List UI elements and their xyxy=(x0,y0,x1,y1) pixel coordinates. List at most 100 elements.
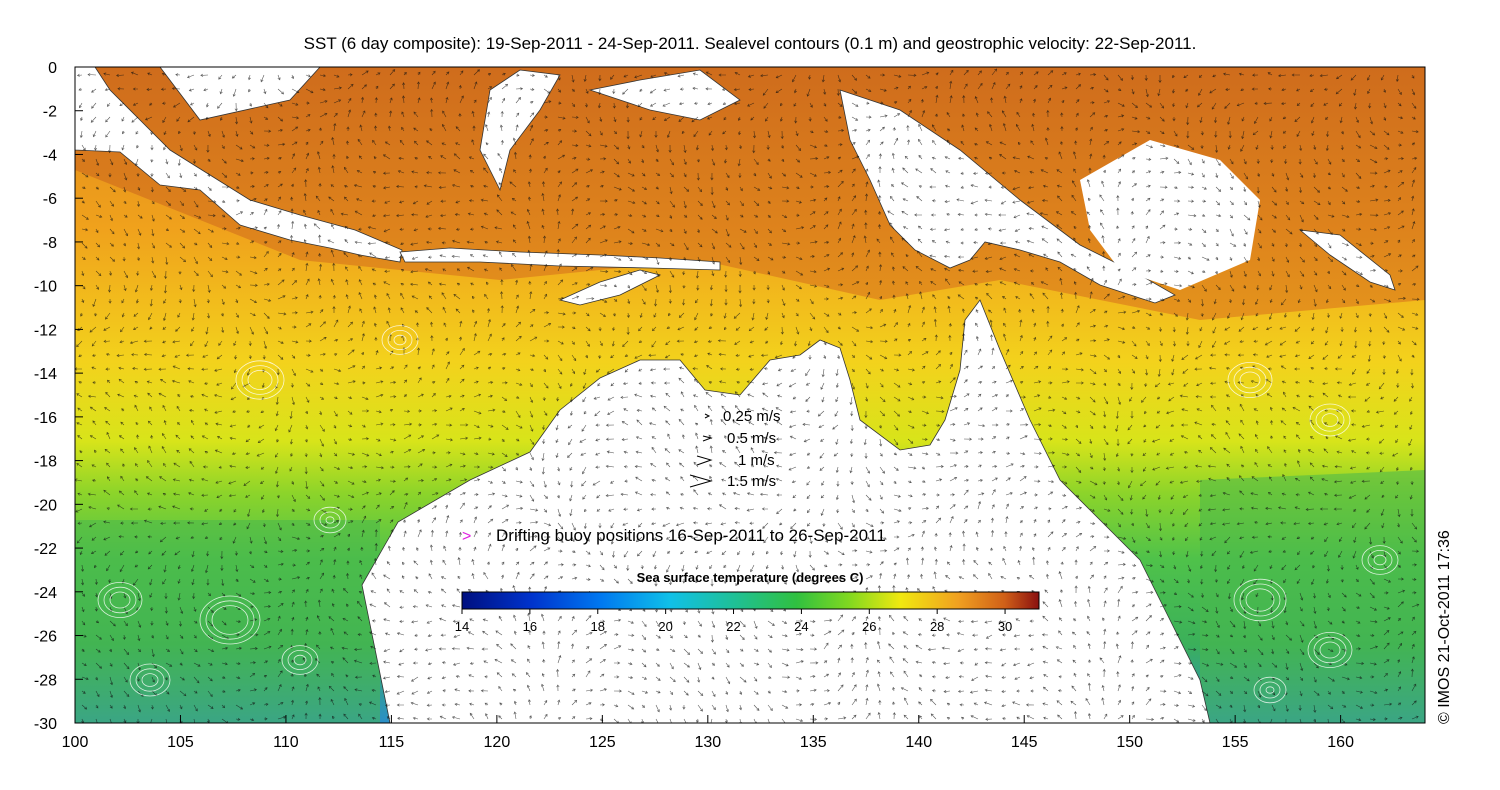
sealevel-contour xyxy=(313,506,347,534)
y-axis: 0 -2 -4 -6 -8 -10 -12 -14 -16 -18 -20 -22 -24 -26 -28 -… xyxy=(34,60,83,733)
velocity-legend-row: 0.5 m/s xyxy=(702,430,776,447)
y-tick-label: 0 xyxy=(48,60,57,77)
velocity-legend-row: 0.25 m/s xyxy=(704,408,781,425)
y-tick-label: -26 xyxy=(34,629,57,646)
sealevel-contour xyxy=(199,595,261,645)
sealevel-contour xyxy=(293,654,307,666)
sealevel-contour xyxy=(97,582,143,619)
sealevel-contour xyxy=(1319,641,1341,659)
colorbar-tick-label: 26 xyxy=(862,619,876,634)
sealevel-contour xyxy=(287,650,313,671)
y-tick-label: -18 xyxy=(34,454,57,471)
y-tick-label: -30 xyxy=(34,716,57,733)
colorbar-ticks: 14 16 18 20 22 24 26 28 30 xyxy=(455,609,1012,634)
sealevel-contour xyxy=(281,645,319,675)
sealevel-contour xyxy=(1239,583,1281,617)
sealevel-contour xyxy=(1233,578,1287,622)
velocity-label: 1 m/s xyxy=(738,452,775,469)
x-axis: 100 105 110 115 120 125 130 135 140 145 150 155 160 xyxy=(62,715,1354,751)
y-tick-label: -6 xyxy=(43,191,57,208)
timor-landmass xyxy=(558,269,662,306)
x-tick-label: 135 xyxy=(800,734,827,751)
y-tick-label: -14 xyxy=(34,366,57,383)
colorbar-title: Sea surface temperature (degrees C) xyxy=(637,570,864,585)
map-title: SST (6 day composite): 19-Sep-2011 - 24-… xyxy=(303,34,1197,53)
sealevel-contour xyxy=(1321,413,1339,427)
colorbar-tick-label: 14 xyxy=(455,619,469,634)
buoy-legend-label: Drifting buoy positions 16-Sep-2011 to 2… xyxy=(496,526,886,545)
x-tick-label: 145 xyxy=(1011,734,1038,751)
java-landmass xyxy=(399,247,721,271)
velocity-legend-row: 1 m/s xyxy=(696,452,775,469)
y-tick-label: -8 xyxy=(43,235,57,252)
velocity-label: 0.5 m/s xyxy=(727,430,776,447)
y-tick-label: -16 xyxy=(34,410,57,427)
sealevel-contour xyxy=(141,673,159,687)
velocity-label: 0.25 m/s xyxy=(723,408,781,425)
sealevel-contour xyxy=(1315,408,1345,432)
buoy-marker-icon: > xyxy=(462,528,471,545)
x-tick-label: 125 xyxy=(589,734,616,751)
y-tick-label: -24 xyxy=(34,585,57,602)
sealevel-contour xyxy=(393,334,407,346)
sealevel-contour xyxy=(1239,371,1261,389)
sealevel-contour xyxy=(319,511,341,529)
cloud-gap xyxy=(1080,140,1260,290)
colorbar-tick-label: 16 xyxy=(523,619,537,634)
sealevel-contour xyxy=(129,663,171,697)
sealevel-contour xyxy=(381,325,419,355)
x-tick-label: 150 xyxy=(1116,734,1143,751)
colorbar-tick-label: 28 xyxy=(930,619,944,634)
arrow-05-icon xyxy=(702,435,713,442)
sealevel-contour xyxy=(1233,366,1267,394)
x-tick-label: 100 xyxy=(62,734,89,751)
sealevel-contour xyxy=(241,365,279,395)
map-field xyxy=(75,67,1425,723)
sealevel-contour xyxy=(247,369,273,390)
sealevel-contour xyxy=(1307,632,1353,669)
sealevel-contour xyxy=(103,586,137,614)
copyright-stamp: © IMOS 21-Oct-2011 17:36 xyxy=(1436,530,1453,724)
sealevel-contour xyxy=(325,516,335,524)
sealevel-contour xyxy=(109,591,131,609)
y-tick-label: -10 xyxy=(34,279,57,296)
sealevel-contour xyxy=(1373,554,1387,566)
colorbar-tick-label: 18 xyxy=(591,619,605,634)
sealevel-contour xyxy=(1309,403,1351,437)
arrow-025-icon xyxy=(704,413,711,419)
colorbar-tick-label: 20 xyxy=(658,619,672,634)
sealevel-contour xyxy=(1259,681,1281,699)
y-tick-label: -20 xyxy=(34,497,57,514)
y-tick-label: -28 xyxy=(34,672,57,689)
sulawesi-landmass xyxy=(479,69,561,192)
sealevel-contour xyxy=(1265,686,1275,694)
sealevel-contour xyxy=(1245,588,1275,612)
x-tick-label: 155 xyxy=(1222,734,1249,751)
colorbar-tick-label: 24 xyxy=(794,619,808,634)
velocity-arrow-field xyxy=(75,68,1420,723)
x-tick-label: 110 xyxy=(273,734,299,751)
x-tick-label: 160 xyxy=(1327,734,1354,751)
x-tick-label: 130 xyxy=(694,734,721,751)
colorbar-tick-label: 22 xyxy=(726,619,740,634)
plot-frame xyxy=(74,66,1426,724)
velocity-legend: 0.25 m/s 0.5 m/s 1 m/s 1.5 m/s xyxy=(689,408,781,490)
sealevel-contours xyxy=(97,325,1399,704)
colorbar: Sea surface temperature (degrees C) 14 16… xyxy=(455,570,1040,634)
sealevel-contour xyxy=(205,600,255,640)
arrow-15-icon xyxy=(689,474,713,488)
sealevel-contour xyxy=(1253,676,1287,704)
sealevel-contour xyxy=(235,360,285,400)
sealevel-contour xyxy=(135,668,165,692)
velocity-legend-row: 1.5 m/s xyxy=(689,473,776,490)
velocity-arrows xyxy=(75,68,1420,723)
islands-landmass xyxy=(588,69,741,121)
sealevel-contour xyxy=(1361,545,1399,575)
y-tick-label: -12 xyxy=(34,322,57,339)
x-tick-label: 115 xyxy=(379,734,405,751)
y-tick-label: -4 xyxy=(43,147,57,164)
x-tick-label: 120 xyxy=(484,734,511,751)
sealevel-contour xyxy=(1227,361,1273,398)
sealevel-contour xyxy=(387,329,413,350)
